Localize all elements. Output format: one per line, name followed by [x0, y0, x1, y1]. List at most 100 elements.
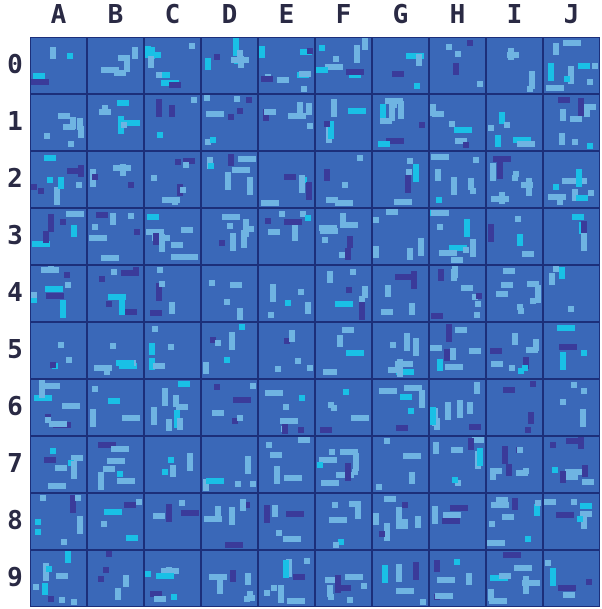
- board-cell-G1[interactable]: [372, 94, 429, 151]
- board-cell-B5[interactable]: [87, 322, 144, 379]
- board-cell-F2[interactable]: [315, 151, 372, 208]
- board-cell-H3[interactable]: [429, 208, 486, 265]
- board-cell-B2[interactable]: [87, 151, 144, 208]
- board-cell-C2[interactable]: [144, 151, 201, 208]
- board-cell-J7[interactable]: [543, 436, 600, 493]
- board-cell-E8[interactable]: [258, 493, 315, 550]
- board-cell-E4[interactable]: [258, 265, 315, 322]
- board-cell-E0[interactable]: [258, 37, 315, 94]
- board-cell-F3[interactable]: [315, 208, 372, 265]
- board-cell-H5[interactable]: [429, 322, 486, 379]
- board-cell-I2[interactable]: [486, 151, 543, 208]
- board-cell-A3[interactable]: [30, 208, 87, 265]
- board-cell-G8[interactable]: [372, 493, 429, 550]
- board-cell-A9[interactable]: [30, 550, 87, 607]
- board-cell-J9[interactable]: [543, 550, 600, 607]
- board-cell-H0[interactable]: [429, 37, 486, 94]
- board-cell-H2[interactable]: [429, 151, 486, 208]
- board-cell-F5[interactable]: [315, 322, 372, 379]
- board-cell-B3[interactable]: [87, 208, 144, 265]
- board-cell-J5[interactable]: [543, 322, 600, 379]
- board-cell-F7[interactable]: [315, 436, 372, 493]
- board-cell-I3[interactable]: [486, 208, 543, 265]
- board-cell-B1[interactable]: [87, 94, 144, 151]
- board-cell-H7[interactable]: [429, 436, 486, 493]
- board-cell-A4[interactable]: [30, 265, 87, 322]
- board-cell-F9[interactable]: [315, 550, 372, 607]
- board-cell-I4[interactable]: [486, 265, 543, 322]
- board-cell-G3[interactable]: [372, 208, 429, 265]
- board-cell-A2[interactable]: [30, 151, 87, 208]
- board-cell-D2[interactable]: [201, 151, 258, 208]
- board-cell-F6[interactable]: [315, 379, 372, 436]
- board-cell-C7[interactable]: [144, 436, 201, 493]
- board-cell-I8[interactable]: [486, 493, 543, 550]
- board-cell-F8[interactable]: [315, 493, 372, 550]
- board-cell-D9[interactable]: [201, 550, 258, 607]
- board-cell-C5[interactable]: [144, 322, 201, 379]
- board-cell-C4[interactable]: [144, 265, 201, 322]
- board-cell-I5[interactable]: [486, 322, 543, 379]
- board-cell-E3[interactable]: [258, 208, 315, 265]
- board-cell-E6[interactable]: [258, 379, 315, 436]
- board-cell-E5[interactable]: [258, 322, 315, 379]
- board-cell-E2[interactable]: [258, 151, 315, 208]
- board-cell-E9[interactable]: [258, 550, 315, 607]
- board-cell-D6[interactable]: [201, 379, 258, 436]
- board-cell-A7[interactable]: [30, 436, 87, 493]
- board-cell-C3[interactable]: [144, 208, 201, 265]
- board-cell-C1[interactable]: [144, 94, 201, 151]
- board-cell-I0[interactable]: [486, 37, 543, 94]
- board-cell-D1[interactable]: [201, 94, 258, 151]
- board-cell-J3[interactable]: [543, 208, 600, 265]
- board-cell-I6[interactable]: [486, 379, 543, 436]
- board-cell-J0[interactable]: [543, 37, 600, 94]
- board-cell-G9[interactable]: [372, 550, 429, 607]
- board-cell-I1[interactable]: [486, 94, 543, 151]
- board-cell-E1[interactable]: [258, 94, 315, 151]
- board-cell-J1[interactable]: [543, 94, 600, 151]
- board-cell-H8[interactable]: [429, 493, 486, 550]
- board-cell-G4[interactable]: [372, 265, 429, 322]
- board-cell-B8[interactable]: [87, 493, 144, 550]
- board-cell-J2[interactable]: [543, 151, 600, 208]
- board-cell-D5[interactable]: [201, 322, 258, 379]
- board-cell-B0[interactable]: [87, 37, 144, 94]
- board-cell-G6[interactable]: [372, 379, 429, 436]
- board-cell-D0[interactable]: [201, 37, 258, 94]
- board-cell-A8[interactable]: [30, 493, 87, 550]
- board-cell-G7[interactable]: [372, 436, 429, 493]
- board-cell-F1[interactable]: [315, 94, 372, 151]
- board-cell-J8[interactable]: [543, 493, 600, 550]
- board-cell-A1[interactable]: [30, 94, 87, 151]
- board-cell-B9[interactable]: [87, 550, 144, 607]
- board-cell-F4[interactable]: [315, 265, 372, 322]
- board-cell-H1[interactable]: [429, 94, 486, 151]
- board-cell-B7[interactable]: [87, 436, 144, 493]
- board-cell-D3[interactable]: [201, 208, 258, 265]
- board-cell-H4[interactable]: [429, 265, 486, 322]
- board-cell-I9[interactable]: [486, 550, 543, 607]
- board-cell-C0[interactable]: [144, 37, 201, 94]
- board-cell-D8[interactable]: [201, 493, 258, 550]
- board-cell-J6[interactable]: [543, 379, 600, 436]
- board-cell-C9[interactable]: [144, 550, 201, 607]
- board-cell-F0[interactable]: [315, 37, 372, 94]
- board-cell-A0[interactable]: [30, 37, 87, 94]
- board-cell-E7[interactable]: [258, 436, 315, 493]
- board-cell-H6[interactable]: [429, 379, 486, 436]
- board-cell-A6[interactable]: [30, 379, 87, 436]
- board-cell-B4[interactable]: [87, 265, 144, 322]
- board-cell-D7[interactable]: [201, 436, 258, 493]
- board-cell-C8[interactable]: [144, 493, 201, 550]
- board-cell-I7[interactable]: [486, 436, 543, 493]
- board-cell-C6[interactable]: [144, 379, 201, 436]
- board-cell-G5[interactable]: [372, 322, 429, 379]
- board-cell-A5[interactable]: [30, 322, 87, 379]
- board-cell-H9[interactable]: [429, 550, 486, 607]
- board-cell-G0[interactable]: [372, 37, 429, 94]
- board-cell-G2[interactable]: [372, 151, 429, 208]
- board-cell-D4[interactable]: [201, 265, 258, 322]
- board-cell-J4[interactable]: [543, 265, 600, 322]
- board-cell-B6[interactable]: [87, 379, 144, 436]
